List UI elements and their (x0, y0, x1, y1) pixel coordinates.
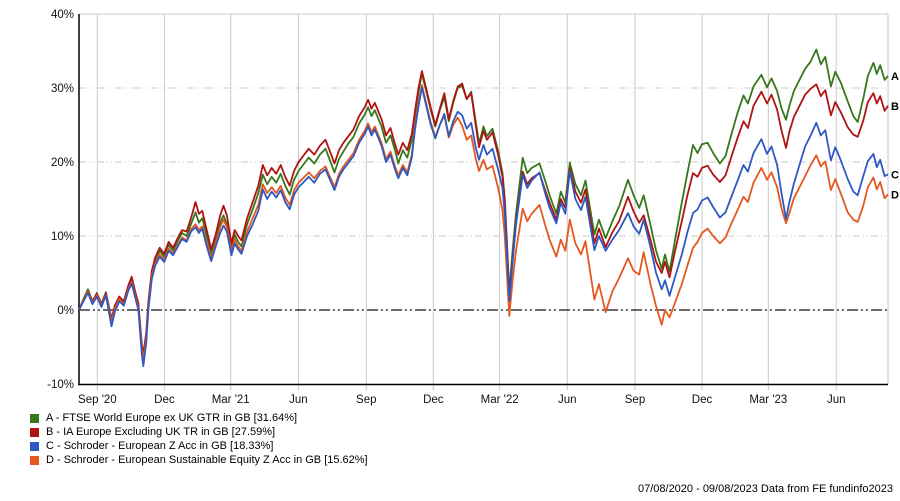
x-axis-tick-label: Dec (423, 394, 444, 406)
legend-row-d: D - Schroder - European Sustainable Equi… (30, 453, 368, 467)
y-axis-tick-label: 10% (51, 231, 74, 243)
legend-swatch-b (30, 427, 39, 437)
x-axis-tick-label: Mar '21 (212, 394, 250, 406)
x-axis-tick-label: Jun (558, 394, 577, 406)
series-end-marker-c: C (891, 169, 899, 181)
legend-swatch-d (30, 455, 39, 465)
series-end-marker-b: B (891, 101, 899, 113)
legend-label-b: B - IA Europe Excluding UK TR in GB [27.… (46, 426, 276, 438)
y-axis-tick-label: 30% (51, 83, 74, 95)
x-axis-tick-label: Mar '22 (481, 394, 519, 406)
legend-label-d: D - Schroder - European Sustainable Equi… (46, 454, 368, 466)
series-line-c (78, 86, 889, 368)
legend-label-c: C - Schroder - European Z Acc in GB [18.… (46, 440, 274, 452)
x-axis-tick-label: Sep (356, 394, 376, 406)
date-range-source-note: 07/08/2020 - 09/08/2023 Data from FE fun… (637, 483, 893, 495)
legend-row-c: C - Schroder - European Z Acc in GB [18.… (30, 439, 368, 453)
x-axis-tick-label: Sep '20 (78, 394, 117, 406)
x-axis-tick-label: Dec (154, 394, 175, 406)
series-line-b (78, 70, 889, 356)
legend-swatch-a (30, 413, 39, 423)
x-axis-tick-label: Dec (692, 394, 713, 406)
series-line-a (78, 48, 889, 360)
y-axis-tick-label: 20% (51, 157, 74, 169)
legend-row-b: B - IA Europe Excluding UK TR in GB [27.… (30, 425, 368, 439)
series-end-marker-a: A (891, 71, 899, 83)
x-axis-tick-label: Jun (827, 394, 846, 406)
series-end-marker-d: D (891, 189, 899, 201)
legend: A - FTSE World Europe ex UK GTR in GB [3… (30, 411, 368, 467)
legend-row-a: A - FTSE World Europe ex UK GTR in GB [3… (30, 411, 368, 425)
legend-label-a: A - FTSE World Europe ex UK GTR in GB [3… (46, 412, 298, 424)
y-axis-tick-label: 0% (57, 305, 74, 317)
y-axis-tick-label: -10% (47, 379, 74, 391)
x-axis-tick-label: Sep (625, 394, 645, 406)
legend-swatch-c (30, 441, 39, 451)
y-axis-tick-label: 40% (51, 9, 74, 21)
x-axis-tick-label: Jun (289, 394, 308, 406)
x-axis-tick-label: Mar '23 (749, 394, 787, 406)
